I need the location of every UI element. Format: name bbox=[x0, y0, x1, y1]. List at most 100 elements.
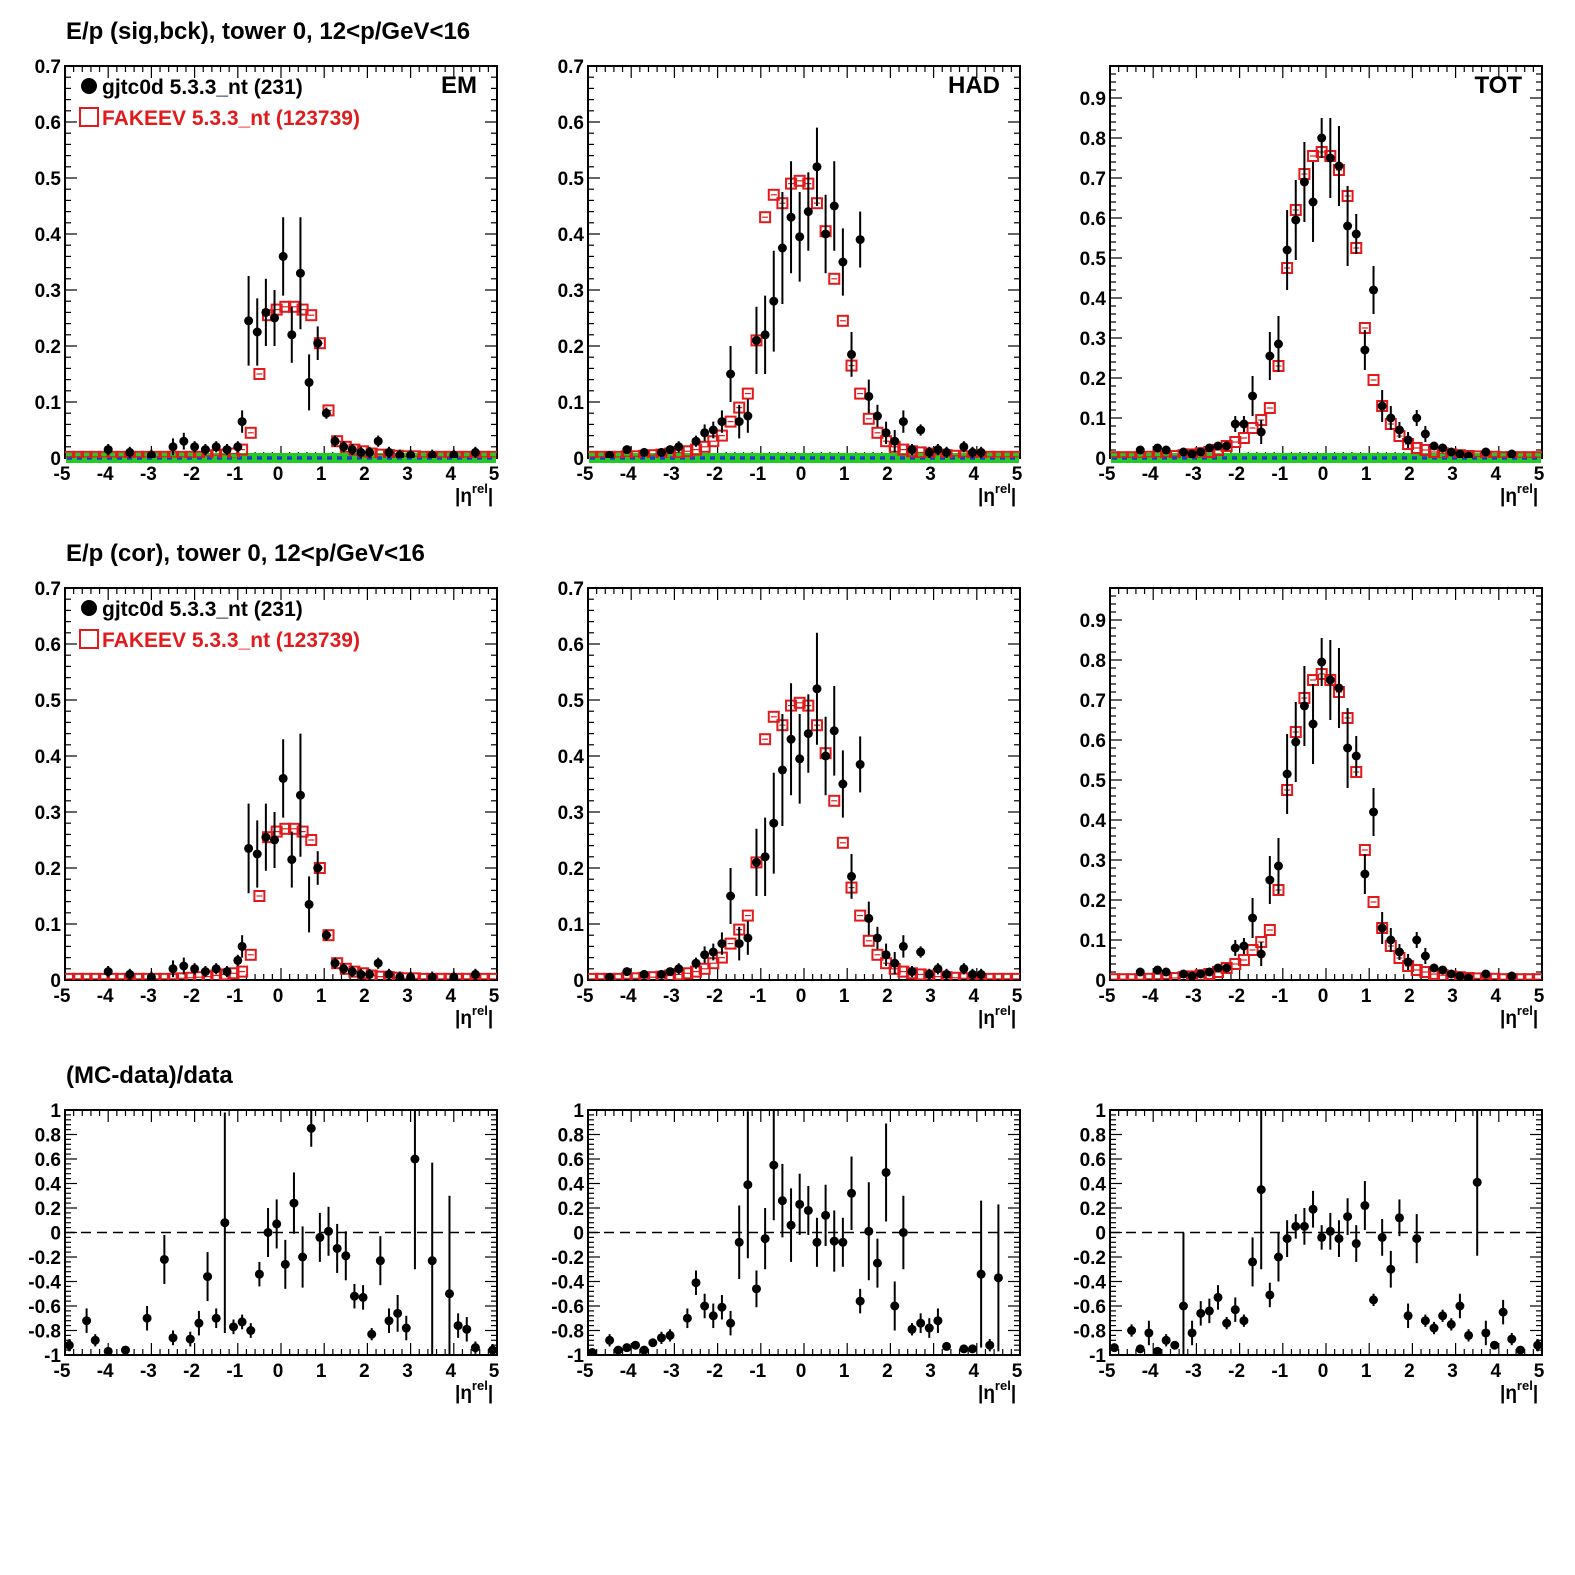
data-point bbox=[1455, 971, 1465, 980]
data-point bbox=[691, 1278, 701, 1288]
panel-had_ratio: -5 -4 -3 -2 -1 0 1 2 3 4 5|ηrel| -1 -0.8 -0.6 -0.4 -0.2… bbox=[551, 1101, 1022, 1404]
x-axis-title: |ηrel| bbox=[1500, 481, 1538, 507]
data-point bbox=[751, 1284, 761, 1294]
mc-point bbox=[1410, 964, 1423, 976]
data-point bbox=[298, 1252, 308, 1262]
data-point bbox=[1481, 1328, 1491, 1338]
x-tick-label: -4 bbox=[1142, 986, 1159, 1007]
y-tick-label: 0.2 bbox=[35, 859, 61, 880]
mc-point bbox=[89, 450, 102, 458]
x-tick-label: 3 bbox=[1447, 1361, 1458, 1382]
data-point bbox=[872, 411, 882, 421]
data-point bbox=[203, 1272, 213, 1282]
data-point bbox=[287, 330, 297, 340]
mc-point bbox=[1110, 451, 1121, 458]
y-tick-label: 0 bbox=[573, 1224, 584, 1245]
data-point bbox=[103, 445, 113, 455]
data-point bbox=[1153, 443, 1163, 453]
mc-point bbox=[1523, 451, 1536, 458]
data-point bbox=[470, 1343, 480, 1353]
x-tick-label: 5 bbox=[1012, 464, 1023, 485]
panel-had_sigbck: -5 -4 -3 -2 -1 0 1 2 3 4 5|ηrel| 0 0.1 0.2 0.3 0.4 0.5 0.… bbox=[558, 57, 1023, 507]
data-point bbox=[1317, 133, 1327, 143]
data-point bbox=[1265, 351, 1275, 361]
data-point bbox=[1369, 1295, 1379, 1305]
y-tick-label: 0.9 bbox=[1080, 89, 1106, 110]
data-point bbox=[261, 307, 271, 317]
x-tick-label: 1 bbox=[839, 1361, 850, 1382]
data-point bbox=[125, 969, 135, 979]
data-point bbox=[1464, 973, 1474, 980]
x-tick-label: -1 bbox=[226, 1361, 243, 1382]
data-point bbox=[1464, 1330, 1474, 1340]
data-point bbox=[881, 428, 891, 438]
y-tick-label: 0.1 bbox=[35, 915, 62, 936]
mc-point bbox=[184, 450, 197, 458]
data-point bbox=[708, 947, 718, 957]
y-tick-label: 0.3 bbox=[558, 803, 584, 824]
data-point bbox=[1299, 1221, 1309, 1231]
data-point bbox=[1256, 427, 1266, 437]
data-point bbox=[890, 958, 900, 968]
data-point bbox=[985, 1340, 995, 1350]
data-point bbox=[942, 447, 952, 457]
mc-point bbox=[71, 972, 84, 980]
data-point bbox=[751, 335, 761, 345]
data-point bbox=[179, 961, 189, 971]
mc-point bbox=[949, 971, 962, 980]
x-tick-label: -4 bbox=[97, 986, 114, 1007]
x-tick-label: 4 bbox=[446, 986, 457, 1007]
y-tick-label: 0.5 bbox=[1080, 771, 1107, 792]
data-point bbox=[1135, 445, 1145, 455]
data-layer bbox=[65, 217, 497, 458]
y-tick-label: 0.4 bbox=[558, 747, 585, 768]
x-tick-label: -3 bbox=[663, 464, 680, 485]
mc-point bbox=[486, 972, 497, 980]
mc-point bbox=[89, 972, 102, 980]
data-point bbox=[103, 1346, 113, 1355]
x-tick-label: 2 bbox=[1404, 986, 1415, 1007]
y-tick-label: 0.9 bbox=[1080, 611, 1106, 632]
mc-point bbox=[1009, 972, 1020, 980]
data-point bbox=[406, 972, 416, 980]
data-point bbox=[1351, 229, 1361, 239]
x-tick-label: -2 bbox=[1228, 464, 1245, 485]
data-point bbox=[1343, 1212, 1353, 1222]
data-point bbox=[795, 754, 805, 764]
data-point bbox=[1204, 967, 1214, 977]
y-tick-label: -0.6 bbox=[28, 1297, 61, 1318]
mc-point bbox=[1125, 973, 1138, 980]
mc-point bbox=[1531, 973, 1542, 980]
data-point bbox=[838, 257, 848, 267]
data-point bbox=[1334, 1234, 1344, 1244]
data-point bbox=[1265, 1290, 1275, 1300]
mc-point bbox=[741, 387, 754, 400]
data-point bbox=[427, 972, 437, 980]
data-point bbox=[1308, 719, 1318, 729]
data-point bbox=[384, 447, 394, 457]
data-point bbox=[717, 1302, 727, 1312]
data-point bbox=[1282, 769, 1292, 779]
data-point bbox=[648, 1338, 658, 1348]
x-axis-title: |ηrel| bbox=[455, 481, 493, 507]
mc-point bbox=[236, 965, 249, 978]
x-tick-label: 5 bbox=[489, 986, 500, 1007]
mc-point bbox=[287, 822, 300, 835]
data-point bbox=[1308, 1204, 1318, 1214]
data-point bbox=[365, 969, 375, 979]
data-point bbox=[674, 442, 684, 452]
data-point bbox=[373, 436, 383, 446]
x-tick-label: 2 bbox=[882, 1361, 893, 1382]
mc-point bbox=[681, 967, 694, 980]
x-tick-label: -2 bbox=[706, 986, 723, 1007]
data-layer bbox=[1110, 1110, 1542, 1355]
y-tick-label: 0 bbox=[1095, 449, 1106, 470]
y-tick-label: 1 bbox=[573, 1101, 584, 1122]
data-point bbox=[1317, 1232, 1327, 1242]
data-point bbox=[324, 1226, 334, 1236]
data-point bbox=[743, 1180, 753, 1190]
data-point bbox=[1127, 1326, 1137, 1335]
mc-point bbox=[460, 972, 473, 980]
mc-point bbox=[253, 368, 266, 380]
data-point bbox=[1187, 449, 1197, 458]
